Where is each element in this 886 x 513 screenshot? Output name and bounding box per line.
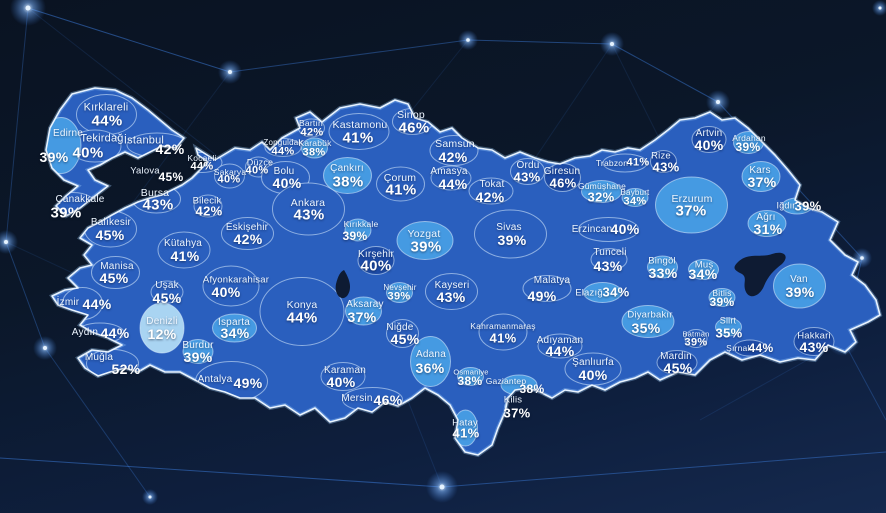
glow-node-core <box>716 100 720 104</box>
glow-node-core <box>25 5 31 11</box>
province-shape-kırşehir <box>357 246 395 275</box>
province-shape-mersin <box>342 387 403 412</box>
province-shape-edirne <box>46 117 82 174</box>
province-shape-karaman <box>320 362 366 391</box>
glow-node-core <box>439 484 445 490</box>
plexus-line <box>44 347 151 498</box>
glow-node <box>10 0 46 26</box>
province-shape-ankara <box>272 182 345 236</box>
province-shape-artvin <box>691 126 727 153</box>
province-shape-kars <box>741 161 781 192</box>
province-shape-kırklareli <box>76 94 137 135</box>
province-shape-muş <box>688 259 719 280</box>
province-shape-rize <box>650 150 677 173</box>
glow-node-core <box>860 256 864 260</box>
coastline <box>45 87 185 217</box>
glow-node-core <box>43 346 47 350</box>
province-shape-giresun <box>544 163 581 192</box>
province-shape-nevşehir <box>386 282 413 303</box>
lake-tuz <box>335 270 351 299</box>
province-shape-kütahya <box>157 231 211 269</box>
province-shape-kayseri <box>425 273 478 310</box>
plexus-line <box>5 7 29 243</box>
province-shape-çankırı <box>323 157 372 194</box>
plexus-line <box>5 241 46 349</box>
lake-van <box>734 252 786 297</box>
glow-node-core <box>610 42 614 46</box>
province-shape-amasya <box>430 165 472 191</box>
province-shape-karabük <box>301 137 328 159</box>
province-shape-ardahan <box>733 131 764 154</box>
province-shape-burdur <box>182 339 214 364</box>
province-shape-ağrı <box>747 210 787 237</box>
province-shape-bayburt <box>621 188 649 207</box>
province-shape-bitlis <box>708 288 736 307</box>
province-shape-denizli <box>139 302 185 354</box>
province-shape-erzincan <box>578 217 639 242</box>
glow-node-core <box>4 240 8 244</box>
glow-node-core <box>878 6 882 10</box>
province-shape-ordu <box>510 158 545 185</box>
plexus-line <box>27 7 231 73</box>
province-shape-van <box>773 263 826 309</box>
province-shape-aksaray <box>345 296 382 326</box>
province-shape-gaziantep <box>500 374 538 396</box>
glow-node-core <box>466 38 470 42</box>
plexus-line <box>611 43 719 103</box>
province-shape-çorum <box>376 166 425 202</box>
province-shape-manisa <box>91 256 140 289</box>
province-shape-malatya <box>522 275 572 302</box>
province-shape-erzurum <box>655 176 728 234</box>
province-shape-hakkari <box>793 327 835 356</box>
province-shape-kırıkkale <box>344 218 372 242</box>
province-shape-adıyaman <box>537 333 583 359</box>
province-shape-adana <box>410 336 451 387</box>
province-shape-siirt <box>715 317 742 337</box>
province-shape-batman <box>684 329 708 348</box>
province-shape-şırnak <box>733 339 767 357</box>
province-shape-kahramanmaraş <box>478 313 528 351</box>
province-shape-isparta <box>212 313 257 343</box>
province-shape-eskişehir <box>221 217 274 250</box>
province-shape-niğde <box>386 319 419 348</box>
province-shape-trabzon <box>602 153 648 173</box>
province-shape-bingöl <box>647 255 678 279</box>
province-shape-şanlıurfa <box>564 352 622 386</box>
province-shape-tokat <box>468 177 514 205</box>
plexus-line <box>441 451 886 488</box>
province-shape-mardin <box>656 350 698 375</box>
province-shape-afyonkarahisar <box>202 265 260 307</box>
province-shape-gümüşhane <box>581 180 622 203</box>
glow-node <box>0 230 18 254</box>
plexus-line <box>229 39 469 73</box>
province-shape-osmaniye <box>457 367 484 386</box>
province-shape-sivas <box>474 209 547 259</box>
glow-node-core <box>148 495 152 499</box>
plexus-line <box>467 39 613 45</box>
province-shape-samsun <box>429 135 479 166</box>
province-shape-konya <box>259 277 345 346</box>
province-shape-sakarya <box>214 163 245 189</box>
coastline <box>51 99 881 456</box>
glow-node-core <box>228 70 232 74</box>
province-shape-tunceli <box>590 248 628 271</box>
plexus-line <box>0 457 443 488</box>
province-shape-bilecik <box>193 194 223 218</box>
province-shape-kastamonu <box>328 113 390 150</box>
lakes <box>45 87 881 456</box>
province-shape-diyarbakır <box>621 305 675 338</box>
province-shape-yozgat <box>396 221 454 260</box>
province-shape-uşak <box>150 280 184 304</box>
province-shape-elazığ <box>583 282 622 303</box>
